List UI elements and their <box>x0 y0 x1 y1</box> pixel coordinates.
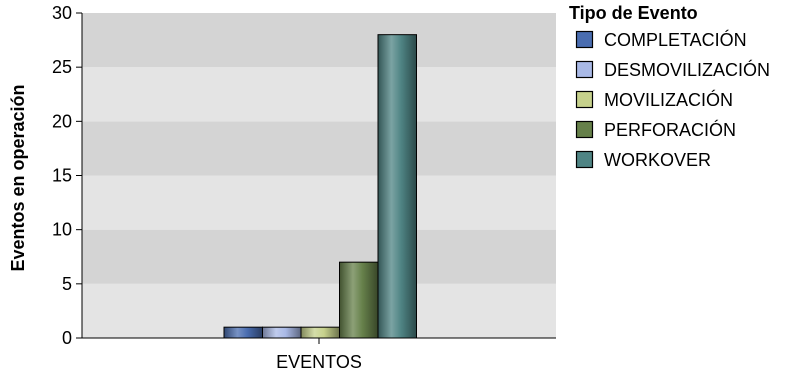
y-tick-label: 25 <box>52 57 72 77</box>
y-tick-label: 5 <box>62 274 72 294</box>
grid-band <box>82 229 556 284</box>
grid-band <box>82 67 556 122</box>
y-tick-label: 30 <box>52 3 72 23</box>
bar-desmovilización <box>262 326 302 339</box>
legend-swatch <box>575 60 594 79</box>
legend-label: WORKOVER <box>604 150 711 170</box>
legend-label: COMPLETACIÓN <box>604 29 747 50</box>
legend-swatch <box>575 120 594 139</box>
legend: Tipo de Evento COMPLETACIÓN DESMOVILIZACI… <box>569 3 770 170</box>
legend-label: MOVILIZACIÓN <box>604 89 733 110</box>
legend-swatch <box>575 30 594 49</box>
grid-band <box>82 121 556 176</box>
bar-perforación <box>339 261 379 339</box>
y-tick-label: 0 <box>62 328 72 348</box>
legend-swatch <box>575 150 594 169</box>
y-tick-label: 20 <box>52 111 72 131</box>
y-tick-label: 15 <box>52 166 72 186</box>
y-axis-title: Eventos en operación <box>8 84 28 271</box>
legend-label: PERFORACIÓN <box>604 119 736 140</box>
grid-band <box>82 175 556 230</box>
legend-label: DESMOVILIZACIÓN <box>604 59 770 80</box>
y-axis: 0 5 10 15 20 25 30 <box>52 3 83 348</box>
bar-workover <box>377 34 417 339</box>
bar-completación <box>223 326 263 339</box>
x-tick-label: EVENTOS <box>276 352 362 372</box>
plot-background <box>82 13 556 338</box>
legend-title: Tipo de Evento <box>569 3 698 23</box>
y-tick-label: 10 <box>52 220 72 240</box>
legend-swatch <box>575 90 594 109</box>
grid-band <box>82 13 556 68</box>
x-axis: EVENTOS <box>82 337 556 372</box>
bar-movilización <box>300 326 340 339</box>
